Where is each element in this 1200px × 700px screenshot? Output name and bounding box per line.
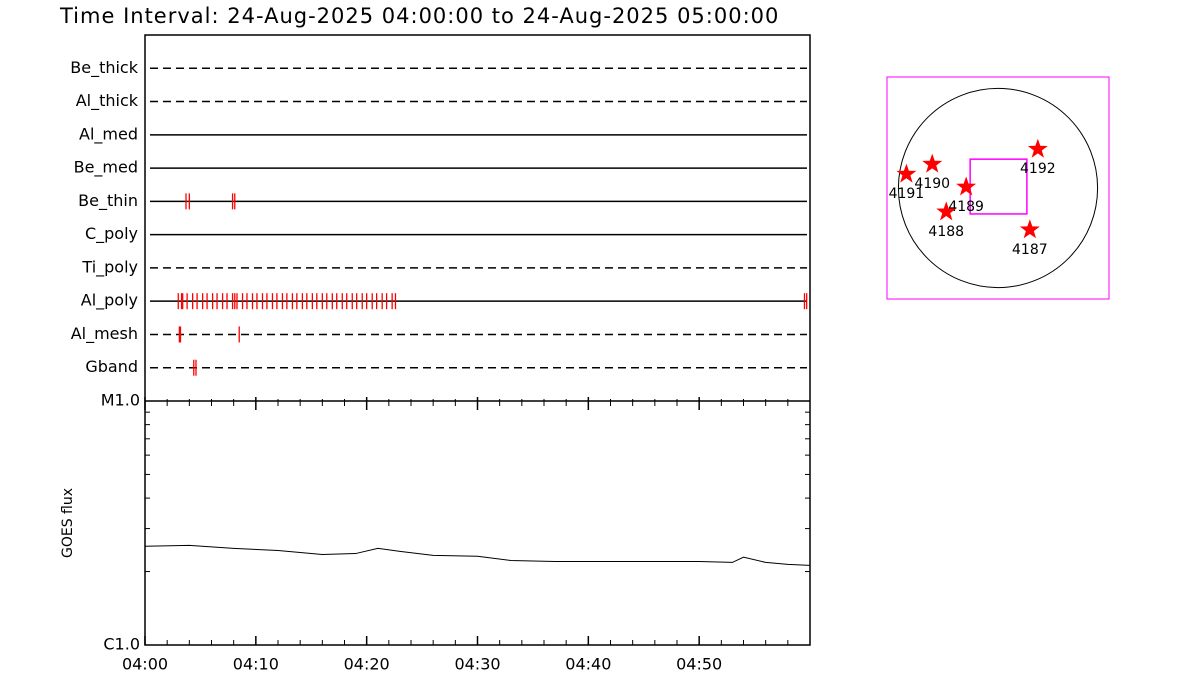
region-marker <box>1027 138 1048 158</box>
row-label: Ti_poly <box>81 257 138 277</box>
region-marker <box>896 163 917 183</box>
chart-title: Time Interval: 24-Aug-2025 04:00:00 to 2… <box>59 4 779 28</box>
row-label: Be_thin <box>78 191 138 211</box>
row-label: Be_thick <box>70 58 138 78</box>
x-tick-label: 04:40 <box>565 655 611 674</box>
row-label: Be_med <box>74 158 138 178</box>
region-marker <box>936 201 957 221</box>
x-tick-label: 04:50 <box>676 655 722 674</box>
y-tick-label: C1.0 <box>103 635 140 654</box>
row-label: Al_poly <box>81 291 138 311</box>
region-label: 4187 <box>1012 242 1048 258</box>
region-label: 4191 <box>889 186 925 202</box>
y-tick-label: M1.0 <box>101 391 140 410</box>
x-tick-label: 04:30 <box>454 655 500 674</box>
region-label: 4189 <box>948 199 984 215</box>
region-label: 4192 <box>1020 161 1056 177</box>
row-label: Al_med <box>79 124 138 144</box>
x-tick-label: 04:00 <box>122 655 168 674</box>
region-label: 4190 <box>914 176 950 192</box>
region-label: 4188 <box>928 224 964 240</box>
x-tick-label: 04:20 <box>344 655 390 674</box>
x-tick-label: 04:10 <box>233 655 279 674</box>
region-marker <box>1019 219 1040 239</box>
region-marker <box>956 176 977 196</box>
region-marker <box>922 153 943 173</box>
row-label: Gband <box>85 357 138 376</box>
y-axis-label: GOES flux <box>60 488 76 558</box>
row-label: Al_mesh <box>71 324 138 344</box>
row-label: Al_thick <box>76 91 139 111</box>
goes-line <box>144 544 811 566</box>
row-label: C_poly <box>85 224 138 244</box>
map-frame <box>886 76 1110 300</box>
solar-disk <box>897 87 1099 289</box>
